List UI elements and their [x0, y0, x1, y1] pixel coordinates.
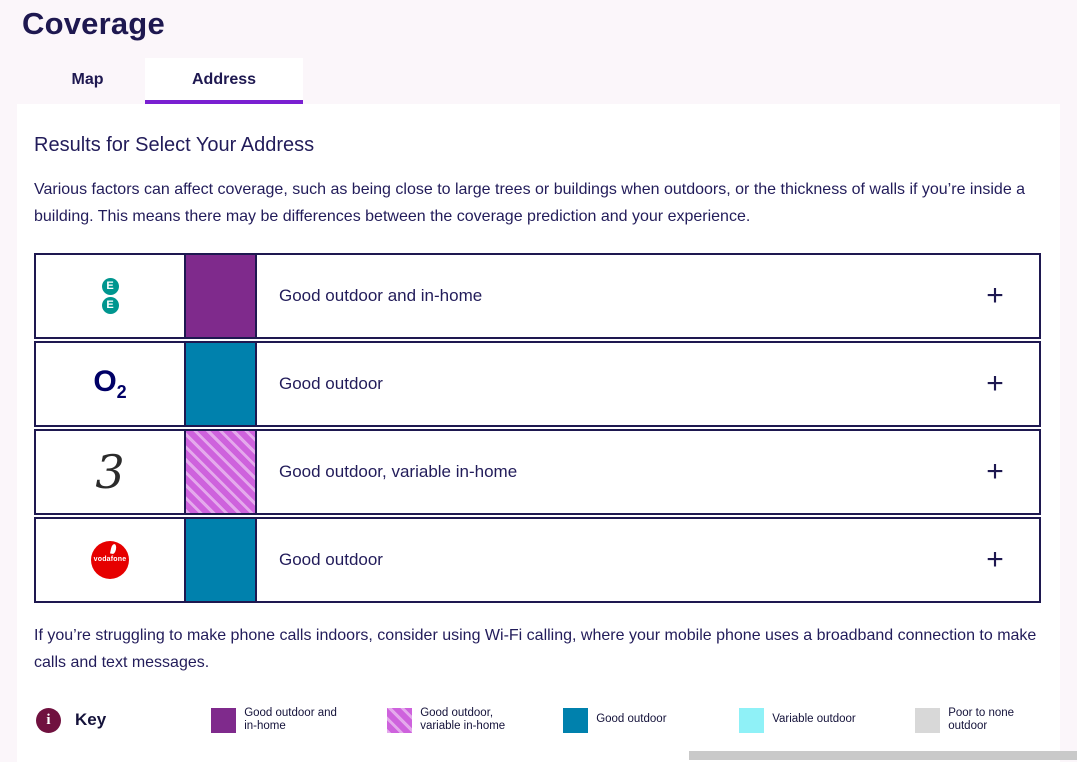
legend-item-good-outdoor-in-home: Good outdoor and in-home: [211, 707, 387, 735]
coverage-swatch: [184, 254, 257, 337]
vodafone-logo: vodafone: [36, 519, 184, 601]
plus-icon: +: [986, 454, 1004, 488]
key-legend: i Key Good outdoor and in-home Good outd…: [34, 707, 1041, 735]
results-heading: Results for Select Your Address: [34, 134, 315, 156]
key-label: Key: [75, 710, 107, 730]
tab-address[interactable]: Address: [145, 58, 303, 104]
intro-text: Various factors can affect coverage, suc…: [34, 181, 1026, 225]
wifi-calling-text: If you’re struggling to make phone calls…: [34, 626, 1037, 671]
legend-item-poor-to-none-outdoor: Poor to none outdoor: [915, 707, 1077, 735]
vodafone-wordmark: vodafone: [93, 556, 127, 564]
legend-label: Good outdoor and in-home: [244, 706, 337, 733]
page-title: Coverage: [22, 6, 165, 41]
ee-circle-icon: E: [101, 277, 119, 295]
vodafone-speechmark-icon: [110, 543, 117, 555]
legend-swatch: [563, 707, 589, 733]
tab-map[interactable]: Map: [71, 71, 104, 88]
ee-circle-icon: E: [101, 296, 119, 314]
coverage-row-o2[interactable]: O2 Good outdoor +: [34, 340, 1041, 427]
info-icon[interactable]: i: [36, 707, 61, 733]
coverage-table: E E Good outdoor and in-home + O2 Good o…: [34, 252, 1041, 603]
three-glyph: 3: [95, 444, 125, 499]
plus-icon: +: [986, 542, 1004, 576]
coverage-status: Good outdoor: [279, 373, 383, 393]
legend-item-good-outdoor: Good outdoor: [563, 707, 739, 735]
tab-bar: Map Address: [30, 58, 1077, 104]
coverage-swatch: [184, 430, 257, 513]
coverage-row-three[interactable]: 3 Good outdoor, variable in-home +: [34, 428, 1041, 515]
plus-icon: +: [986, 366, 1004, 400]
coverage-row-vodafone[interactable]: vodafone Good outdoor +: [34, 516, 1041, 603]
vodafone-circle-icon: vodafone: [91, 540, 129, 579]
expand-button[interactable]: +: [951, 343, 1039, 425]
legend-swatch: [739, 707, 765, 733]
legend-item-good-outdoor-variable-in-home: Good outdoor, variable in-home: [387, 707, 563, 735]
expand-button[interactable]: +: [951, 255, 1039, 337]
horizontal-scrollbar[interactable]: [689, 751, 1077, 760]
coverage-swatch: [184, 518, 257, 601]
page-header: Coverage: [0, 0, 1077, 42]
coverage-status: Good outdoor: [279, 549, 383, 569]
plus-icon: +: [986, 278, 1004, 312]
coverage-swatch: [184, 342, 257, 425]
expand-button[interactable]: +: [951, 519, 1039, 601]
coverage-status: Good outdoor, variable in-home: [279, 461, 518, 481]
coverage-status: Good outdoor and in-home: [279, 285, 483, 305]
legend-label: Good outdoor, variable in-home: [420, 706, 506, 733]
legend-item-variable-outdoor: Variable outdoor: [739, 707, 915, 735]
legend-swatch: [915, 707, 941, 733]
three-logo: 3: [36, 431, 184, 513]
legend-label: Poor to none outdoor: [948, 706, 1015, 733]
ee-logo: E E: [36, 255, 184, 337]
expand-button[interactable]: +: [951, 431, 1039, 513]
o2-letter: O: [93, 364, 117, 398]
legend-label: Variable outdoor: [772, 713, 856, 726]
legend-label: Good outdoor: [596, 713, 667, 726]
results-panel: Results for Select Your Address Various …: [17, 104, 1060, 762]
legend-swatch: [387, 707, 413, 733]
o2-subscript: 2: [116, 381, 127, 402]
o2-logo: O2: [36, 343, 184, 425]
coverage-row-ee[interactable]: E E Good outdoor and in-home +: [34, 252, 1041, 339]
legend-items: Good outdoor and in-home Good outdoor, v…: [211, 707, 1077, 735]
legend-swatch: [211, 707, 237, 733]
